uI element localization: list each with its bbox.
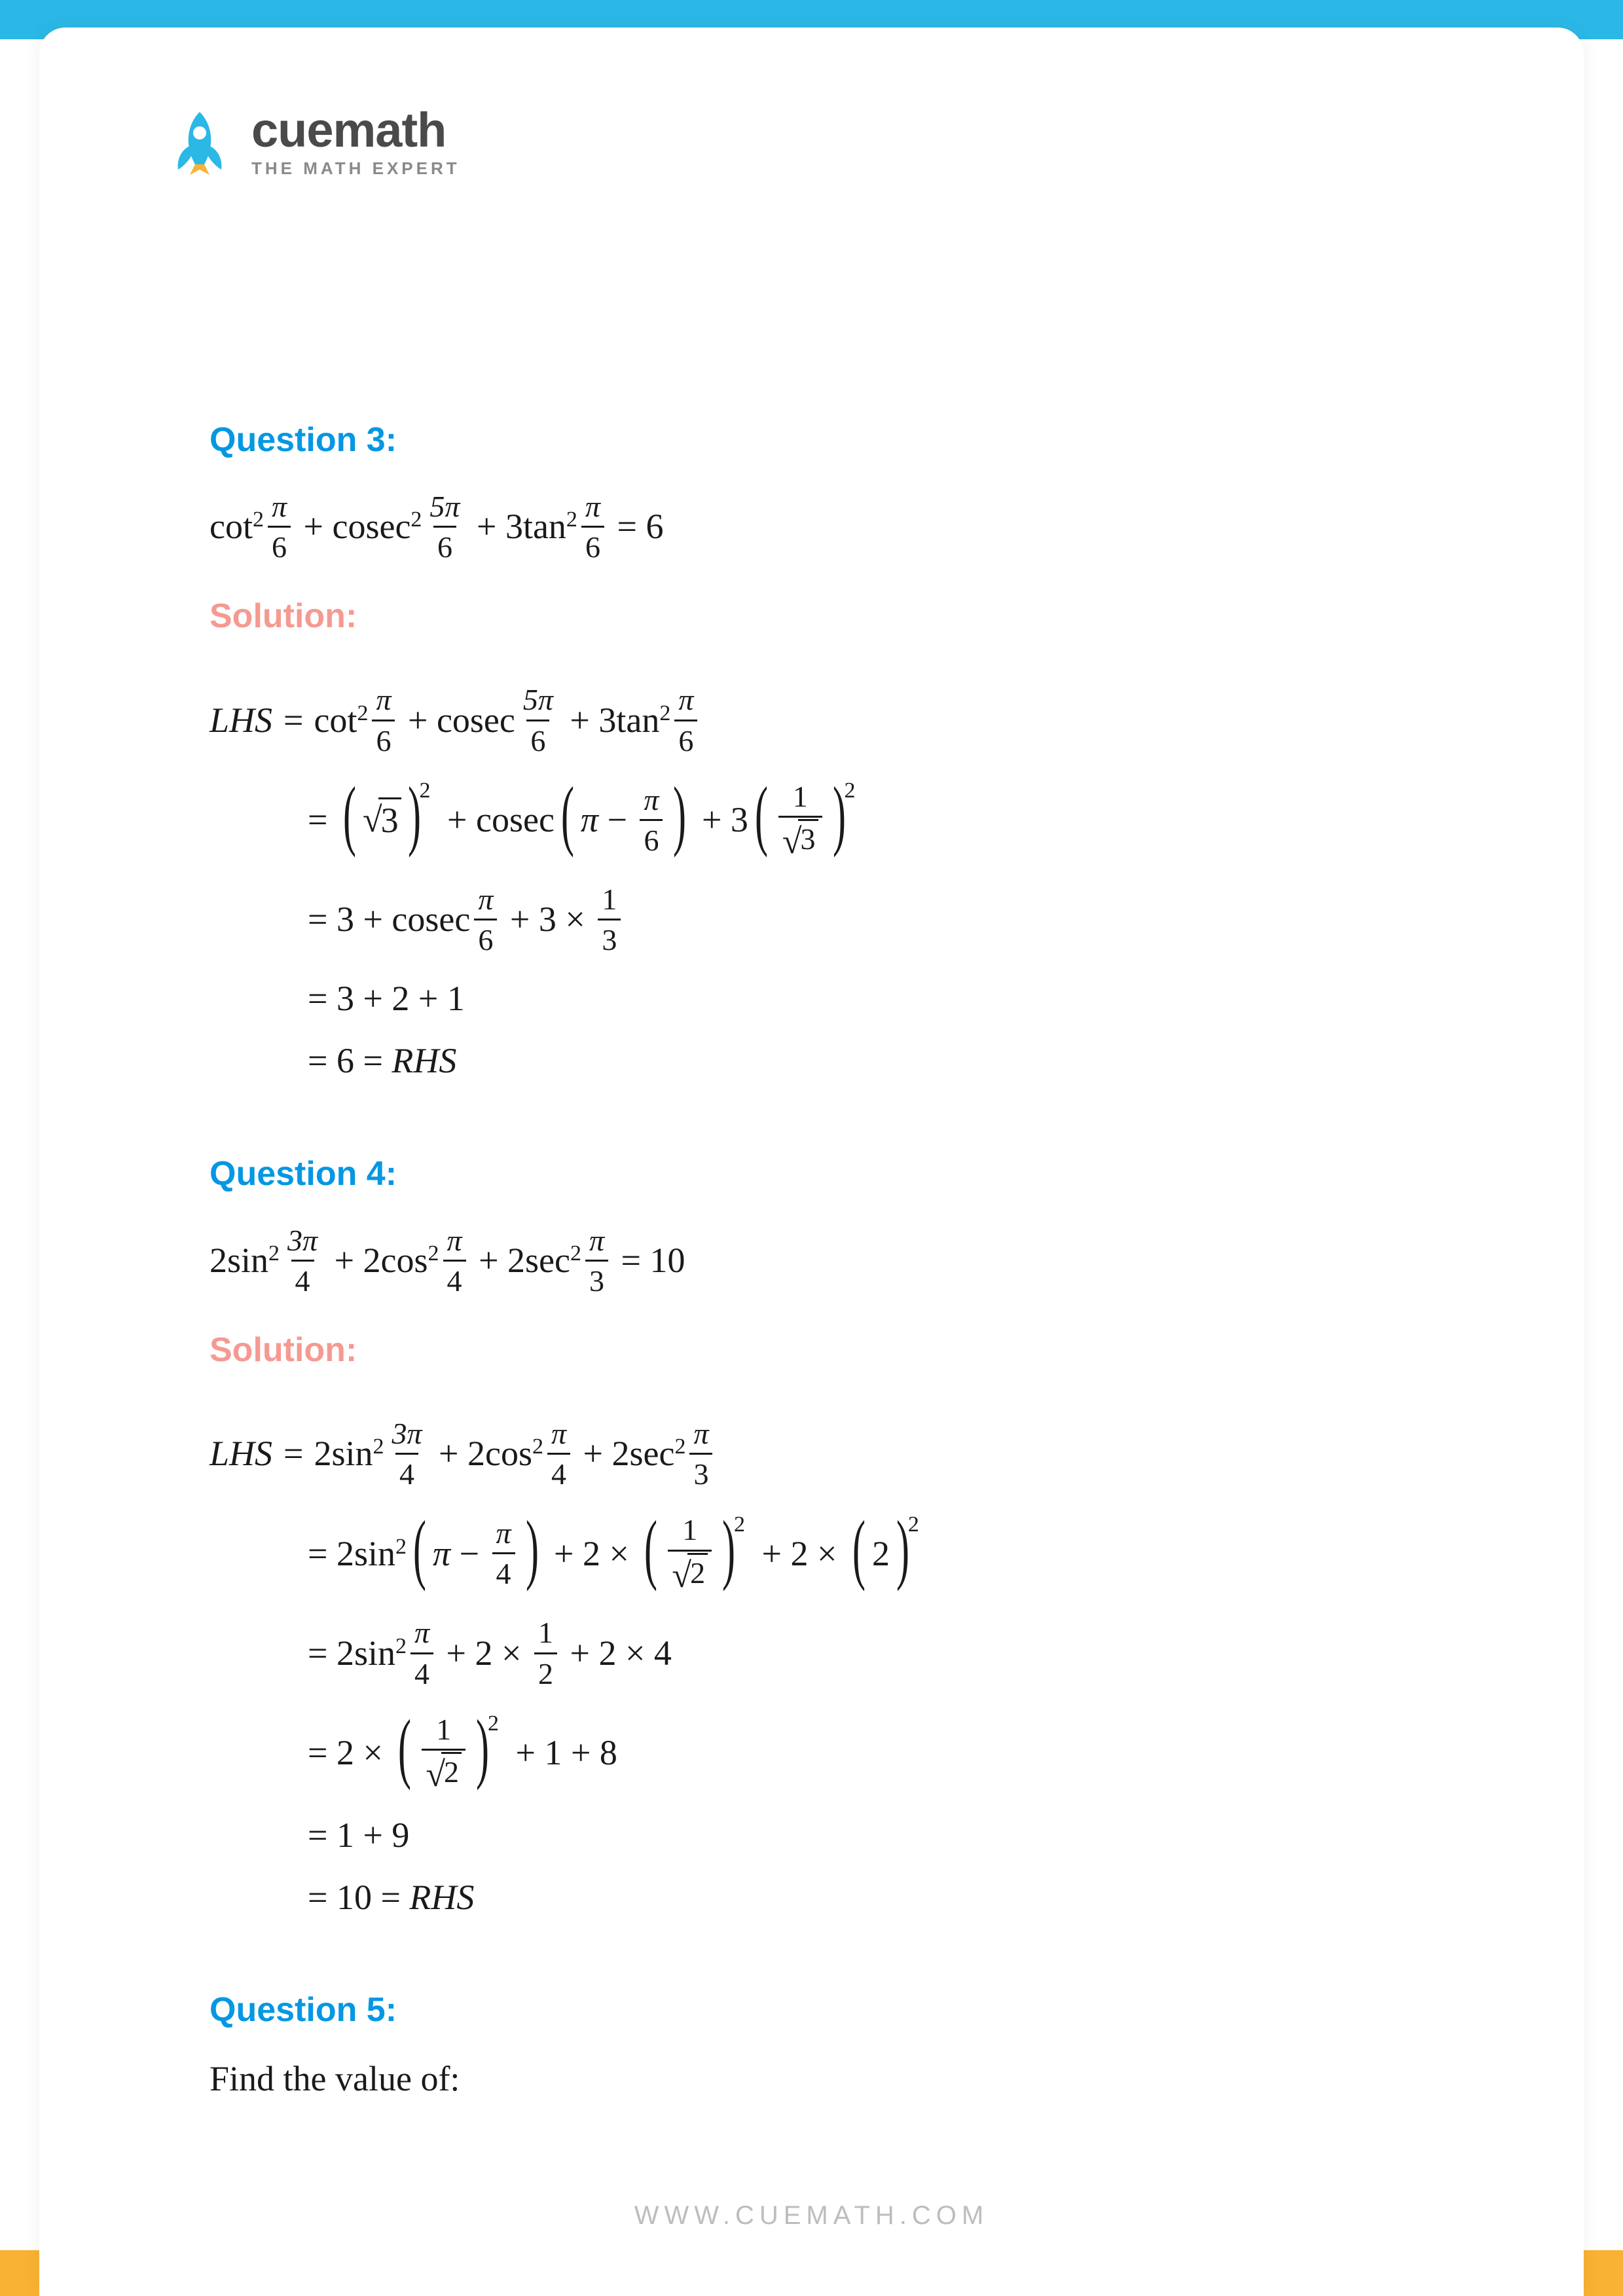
logo-text: cuemath <box>251 106 460 155</box>
logo: cuemath THE MATH EXPERT <box>164 106 460 179</box>
fn-tan: tan <box>523 505 566 548</box>
solution-4-label: Solution: <box>210 1330 1413 1370</box>
question-5-body: Find the value of: <box>210 2058 1413 2099</box>
question-4-expression: 2 sin2 3π4 + 2 cos2 π4 + 2 sec2 π3 = 10 <box>210 1222 1413 1299</box>
footer-url: WWW.CUEMATH.COM <box>0 2201 1623 2231</box>
question-3-expression: cot2 π6 + cosec2 5π6 + 3 tan2 π6 = 6 <box>210 488 1413 565</box>
content: Question 3: cot2 π6 + cosec2 5π6 + 3 tan… <box>210 420 1413 2099</box>
solution-3-steps: LHS = cot2 π6 + cosec 5π6 + 3tan2 π6 = (… <box>210 682 1413 1082</box>
logo-tagline: THE MATH EXPERT <box>251 158 460 179</box>
fn-sec: sec <box>525 1239 570 1282</box>
fn-cosec: cosec <box>333 505 411 548</box>
solution-4-steps: LHS = 2sin2 3π4 + 2cos2 π4 + 2sec2 π3 = … <box>210 1415 1413 1918</box>
paper-card: cuemath THE MATH EXPERT Question 3: cot2… <box>39 27 1584 2296</box>
fn-cot: cot <box>210 505 253 548</box>
rhs-label: RHS <box>392 1040 456 1082</box>
page: cuemath THE MATH EXPERT Question 3: cot2… <box>0 0 1623 2296</box>
fn-sin: sin <box>227 1239 268 1282</box>
fn-cos: cos <box>381 1239 428 1282</box>
question-5-title: Question 5: <box>210 1990 1413 2030</box>
question-4-title: Question 4: <box>210 1154 1413 1194</box>
question-3-title: Question 3: <box>210 420 1413 460</box>
solution-3-label: Solution: <box>210 596 1413 636</box>
lhs-label: LHS = <box>210 699 305 742</box>
rocket-icon <box>164 107 236 179</box>
